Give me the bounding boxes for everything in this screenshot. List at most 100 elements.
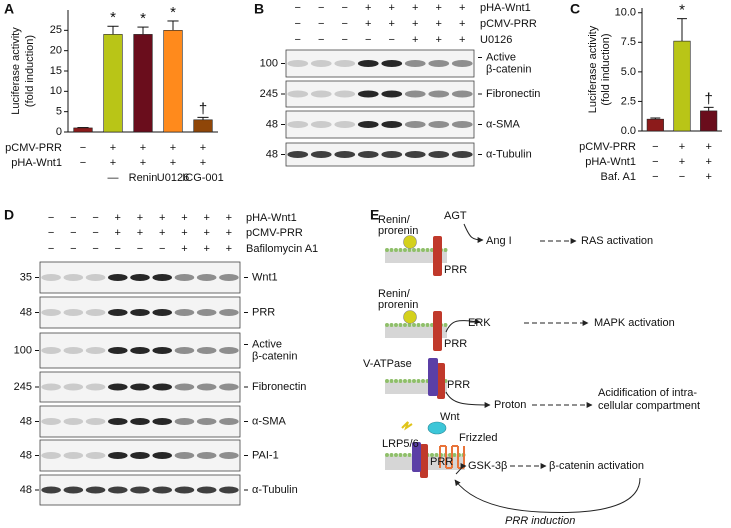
bar [700,110,718,132]
condition-sign: + [203,243,209,255]
condition-sign: + [181,243,187,255]
band [130,452,150,459]
y-axis-label: (fold induction) [600,33,612,105]
condition-sign: − [365,34,371,46]
annotation: † [199,100,207,117]
receptor-label: PRR [430,456,453,468]
panel-label: B [254,1,264,17]
band [130,274,150,281]
band [219,486,239,494]
arrow [455,463,467,475]
band-label: Active [486,51,516,63]
band [334,90,356,98]
condition-sign: + [115,212,121,224]
y-tick-label: 0 [56,126,62,138]
condition-sign: + [200,157,206,169]
band [334,60,356,67]
band [334,121,356,128]
band [381,90,403,98]
blot-frame [285,80,475,108]
y-tick-label: 0.0 [621,125,636,137]
condition-sign: + [436,34,442,46]
diagram: Renin/ prorenin AGT Ang I PRR RAS activa… [363,210,700,527]
band-label: PAI-1 [252,449,279,461]
y-tick-label: 2.5 [621,95,636,107]
band [152,309,173,316]
band [130,309,150,316]
band [451,90,473,98]
condition-sign: + [181,227,187,239]
ligand-label: Renin/ [378,288,411,300]
mw-marker: 35 [20,271,32,283]
band [428,151,450,158]
condition-sign: + [705,171,711,183]
receptor-label: PRR [444,338,467,350]
band [196,347,217,354]
blot-frame [285,142,475,167]
y-tick-label: 7.5 [621,36,636,48]
band [41,309,61,316]
band-label: α-Tubulin [486,148,532,160]
arrow [445,391,491,408]
ligand-label: prorenin [378,299,418,311]
condition-sign: + [226,227,232,239]
blot-frame [285,110,475,139]
band [174,274,195,281]
condition-sign: + [679,156,685,168]
condition-sign: − [318,18,324,30]
condition-sign: − [115,243,121,255]
condition-sign: + [170,142,176,154]
outcome-label: MAPK activation [594,317,675,329]
condition-sign: Renin [129,172,158,184]
condition-sign: ICG-001 [182,172,224,184]
substrate-label: AGT [444,210,467,222]
feedback-arrow [454,477,641,514]
band [219,309,239,316]
band [357,90,379,98]
band [152,452,173,459]
panel-label: E [370,207,379,223]
band [41,418,61,425]
band [428,90,450,98]
ligand [403,235,417,249]
band [174,418,195,425]
condition-sign: − [48,227,54,239]
band [130,383,150,391]
annotation: * [140,10,146,27]
band [357,60,379,67]
condition-sign: + [412,34,418,46]
condition-name: pCMV-PRR [5,142,62,154]
condition-sign: + [159,227,165,239]
band [63,452,84,459]
condition-sign: + [226,243,232,255]
blot-frame [285,49,475,78]
band [85,274,106,281]
condition-sign: + [181,212,187,224]
condition-sign: — [108,172,119,184]
condition-sign: − [92,227,98,239]
condition-sign: − [48,212,54,224]
mw-marker: 245 [260,88,278,100]
receptor [433,236,442,276]
arrow [445,318,481,333]
band [108,418,128,425]
band [428,121,450,128]
band [85,383,106,391]
mw-marker: 48 [20,449,32,461]
y-tick-label: 10.0 [615,7,636,19]
condition-sign: U0126 [157,172,189,184]
band-label: β-catenin [486,63,531,75]
condition-sign: − [342,34,348,46]
bar [193,119,213,133]
condition-sign: + [140,142,146,154]
band [310,151,332,158]
condition-sign: + [365,18,371,30]
mw-marker: 100 [260,57,278,69]
band [310,60,332,67]
band [287,60,309,67]
band [287,121,309,128]
receptor [437,363,445,399]
band [451,60,473,67]
band [310,121,332,128]
